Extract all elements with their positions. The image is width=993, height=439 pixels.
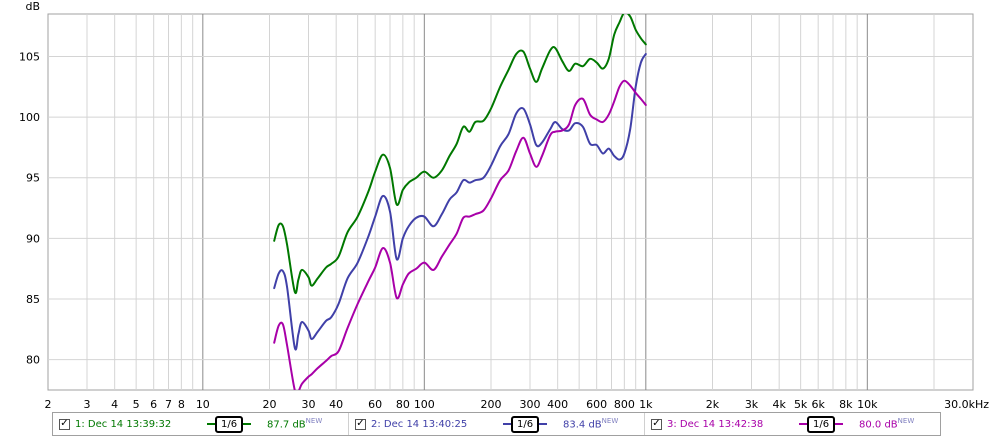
y-tick-label: 105: [19, 50, 40, 63]
x-tick-label: 600: [586, 398, 607, 411]
x-tick-label: 800: [614, 398, 635, 411]
smoothing-label: 1/6: [807, 415, 836, 433]
x-tick-label: 3k: [745, 398, 759, 411]
series-layer: [273, 13, 647, 394]
x-tick-label: 40: [329, 398, 343, 411]
series-1-checkbox[interactable]: ✓: [59, 418, 70, 430]
x-tick-label: 300: [520, 398, 541, 411]
series-3-spl: 80.0 dBNEW: [859, 417, 914, 430]
series-2-label: 2: Dec 14 13:40:25: [371, 418, 468, 430]
series-3-checkbox[interactable]: ✓: [651, 418, 662, 430]
x-tick-label: 10: [196, 398, 210, 411]
legend-bar: ✓ 1: Dec 14 13:39:32 1/6 87.7 dBNEW ✓ 2:…: [52, 412, 941, 436]
x-tick-label: 100: [414, 398, 435, 411]
x-tick-label: 2: [45, 398, 52, 411]
x-tick-label: 80: [396, 398, 410, 411]
x-tick-label: 10k: [857, 398, 878, 411]
x-tick-label: 2k: [706, 398, 720, 411]
grid: [48, 14, 973, 390]
legend-entry-3: ✓ 3: Dec 14 13:42:38 1/6 80.0 dBNEW: [644, 413, 940, 435]
line-swatch: [799, 423, 807, 425]
x-tick-label: 4k: [772, 398, 786, 411]
series-1-spl: 87.7 dBNEW: [267, 417, 322, 430]
spl-value: 80.0 dB: [859, 419, 898, 431]
line-swatch: [835, 423, 844, 425]
x-tick-label: 5k: [794, 398, 808, 411]
spl-value: 87.7 dB: [267, 419, 306, 431]
x-tick-label: 5: [133, 398, 140, 411]
y-tick-label: 80: [26, 354, 40, 367]
x-tick-label: 20: [262, 398, 276, 411]
line-swatch: [503, 423, 511, 425]
legend-entry-1: ✓ 1: Dec 14 13:39:32 1/6 87.7 dBNEW: [53, 413, 348, 435]
x-tick-label: 6k: [811, 398, 825, 411]
plot-area[interactable]: [47, 13, 974, 391]
x-tick-label: 400: [547, 398, 568, 411]
new-badge: NEW: [305, 417, 323, 426]
series-1-label: 1: Dec 14 13:39:32: [75, 418, 172, 430]
legend-entry-2: ✓ 2: Dec 14 13:40:25 1/6 83.4 dBNEW: [348, 413, 644, 435]
y-tick-label: 100: [19, 111, 40, 124]
line-swatch: [539, 423, 548, 425]
x-tick-label: 6: [150, 398, 157, 411]
smoothing-label: 1/6: [215, 415, 244, 433]
series-3-label: 3: Dec 14 13:42:38: [667, 418, 764, 430]
x-tick-label: 1k: [639, 398, 653, 411]
y-tick-label: 85: [26, 293, 40, 306]
series-line-2[interactable]: [273, 53, 647, 351]
x-tick-label: 30.0kHz: [944, 398, 989, 411]
x-tick-label: 8k: [839, 398, 853, 411]
series-2-checkbox[interactable]: ✓: [355, 418, 366, 430]
x-tick-label: 4: [111, 398, 118, 411]
series-2-smoothing-button[interactable]: 1/6: [503, 415, 557, 433]
series-line-3[interactable]: [273, 79, 647, 394]
line-swatch: [207, 423, 215, 425]
new-badge: NEW: [897, 417, 915, 426]
line-swatch: [243, 423, 252, 425]
series-3-smoothing-button[interactable]: 1/6: [799, 415, 853, 433]
x-tick-label: 200: [480, 398, 501, 411]
spl-value: 83.4 dB: [563, 419, 602, 431]
x-tick-label: 7: [165, 398, 172, 411]
x-tick-label: 3: [84, 398, 91, 411]
series-line-1[interactable]: [273, 13, 647, 295]
new-badge: NEW: [601, 417, 619, 426]
x-tick-label: 30: [302, 398, 316, 411]
x-tick-label: 8: [178, 398, 185, 411]
series-1-smoothing-button[interactable]: 1/6: [207, 415, 261, 433]
y-axis-unit-label: dB: [25, 0, 40, 13]
x-tick-label: 60: [368, 398, 382, 411]
smoothing-label: 1/6: [511, 415, 540, 433]
y-tick-label: 95: [26, 172, 40, 185]
y-axis-ticks: 80 85 90 95 100 105: [19, 50, 40, 366]
y-tick-label: 90: [26, 232, 40, 245]
x-axis-ticks: 2 3 4 5 6 7 8 10 20 30 40 60 80 100 200 300 400 600 800 1k 2…: [45, 398, 990, 411]
series-2-spl: 83.4 dBNEW: [563, 417, 618, 430]
